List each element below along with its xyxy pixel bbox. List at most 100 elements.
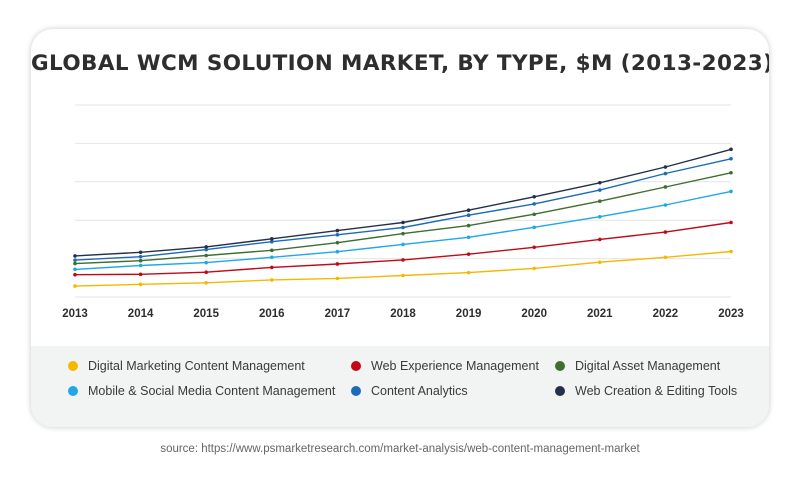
data-point [204, 260, 208, 265]
data-point [729, 170, 733, 175]
x-tick-label: 2020 [521, 308, 547, 320]
data-point [598, 188, 602, 192]
x-tick-label: 2019 [456, 308, 482, 320]
data-point [663, 255, 668, 260]
x-tick-label: 2016 [259, 308, 285, 320]
data-point [270, 265, 274, 270]
data-point [401, 273, 405, 278]
data-point [532, 245, 536, 250]
legend-item: Digital Marketing Content Management [68, 359, 305, 373]
data-point [729, 189, 733, 194]
x-tick-label: 2022 [653, 308, 679, 320]
legend-label: Web Experience Management [371, 359, 539, 373]
data-point [598, 214, 602, 219]
data-point [466, 223, 471, 228]
data-point [729, 147, 733, 152]
legend-label: Mobile & Social Media Content Management [88, 384, 336, 398]
data-point [466, 208, 471, 213]
x-tick-label: 2021 [587, 308, 613, 320]
data-point [73, 284, 77, 288]
legend-label: Digital Marketing Content Management [88, 359, 305, 373]
data-point [335, 240, 340, 245]
data-point [335, 228, 340, 233]
legend-swatch [68, 361, 78, 371]
data-point [335, 249, 340, 254]
legend-item: Content Analytics [351, 384, 468, 398]
data-point [270, 237, 274, 241]
legend-item: Web Creation & Editing Tools [555, 384, 737, 398]
data-point [204, 253, 208, 258]
data-point [663, 230, 668, 234]
legend-swatch [351, 386, 361, 396]
data-point [532, 212, 536, 217]
data-point [532, 202, 536, 206]
data-point [598, 260, 602, 265]
legend-item: Digital Asset Management [555, 359, 720, 373]
legend-item: Web Experience Management [351, 359, 539, 373]
legend-swatch [555, 361, 565, 371]
data-point [401, 225, 405, 230]
chart-legend: Digital Marketing Content Management Web … [31, 346, 769, 427]
data-point [532, 194, 536, 199]
legend-label: Web Creation & Editing Tools [575, 384, 738, 398]
data-point [138, 254, 143, 259]
data-point [598, 180, 602, 185]
data-point [335, 276, 340, 281]
data-point [138, 263, 143, 268]
data-point [73, 258, 77, 262]
x-tick-label: 2014 [128, 308, 154, 320]
data-point [401, 242, 405, 247]
data-point [73, 267, 77, 272]
data-point [138, 258, 143, 263]
data-point [466, 213, 471, 218]
data-point [270, 255, 274, 260]
data-point [663, 171, 668, 176]
data-point [270, 278, 274, 282]
data-point [729, 249, 733, 254]
data-point [663, 203, 668, 207]
chart-title: GLOBAL WCM SOLUTION MARKET, BY TYPE, $M … [31, 51, 769, 76]
legend-swatch [68, 386, 78, 396]
data-point [401, 220, 405, 225]
data-point [466, 235, 471, 240]
data-point [270, 248, 274, 253]
legend-swatch [351, 361, 361, 371]
x-tick-label: 2015 [193, 308, 219, 320]
line-chart: 2013 2014 2015 2016 2017 2018 2019 2020 2021 2022… [62, 104, 744, 320]
series-line [74, 250, 732, 287]
legend-item: Mobile & Social Media Content Management [68, 384, 335, 398]
data-point [73, 261, 77, 266]
data-point [532, 225, 536, 230]
data-point [138, 250, 143, 255]
series-line [74, 148, 732, 257]
chart-card: GLOBAL WCM SOLUTION MARKET, BY TYPE, $M … [31, 29, 769, 427]
data-point [204, 245, 208, 249]
x-tick-label: 2017 [325, 308, 351, 320]
data-point [466, 252, 471, 256]
x-tick-label: 2018 [390, 308, 416, 320]
data-point [138, 272, 143, 277]
series-line [74, 221, 732, 276]
legend-label: Digital Asset Management [575, 359, 721, 373]
data-point [270, 239, 274, 244]
x-tick-label: 2023 [718, 308, 744, 320]
data-point [335, 232, 340, 237]
data-point [204, 270, 208, 275]
data-point [138, 282, 143, 287]
data-point [204, 247, 208, 252]
data-point [335, 262, 340, 266]
data-point [663, 165, 668, 169]
data-point [532, 266, 536, 271]
data-point [401, 231, 405, 236]
data-point [729, 156, 733, 161]
x-tick-label: 2013 [62, 308, 88, 320]
data-point [73, 254, 77, 258]
data-point [663, 185, 668, 189]
data-point [729, 220, 733, 225]
legend-swatch [555, 386, 565, 396]
legend-label: Content Analytics [371, 384, 468, 398]
data-point [73, 272, 77, 277]
data-point [466, 270, 471, 275]
data-point [598, 199, 602, 203]
data-point [401, 258, 405, 262]
